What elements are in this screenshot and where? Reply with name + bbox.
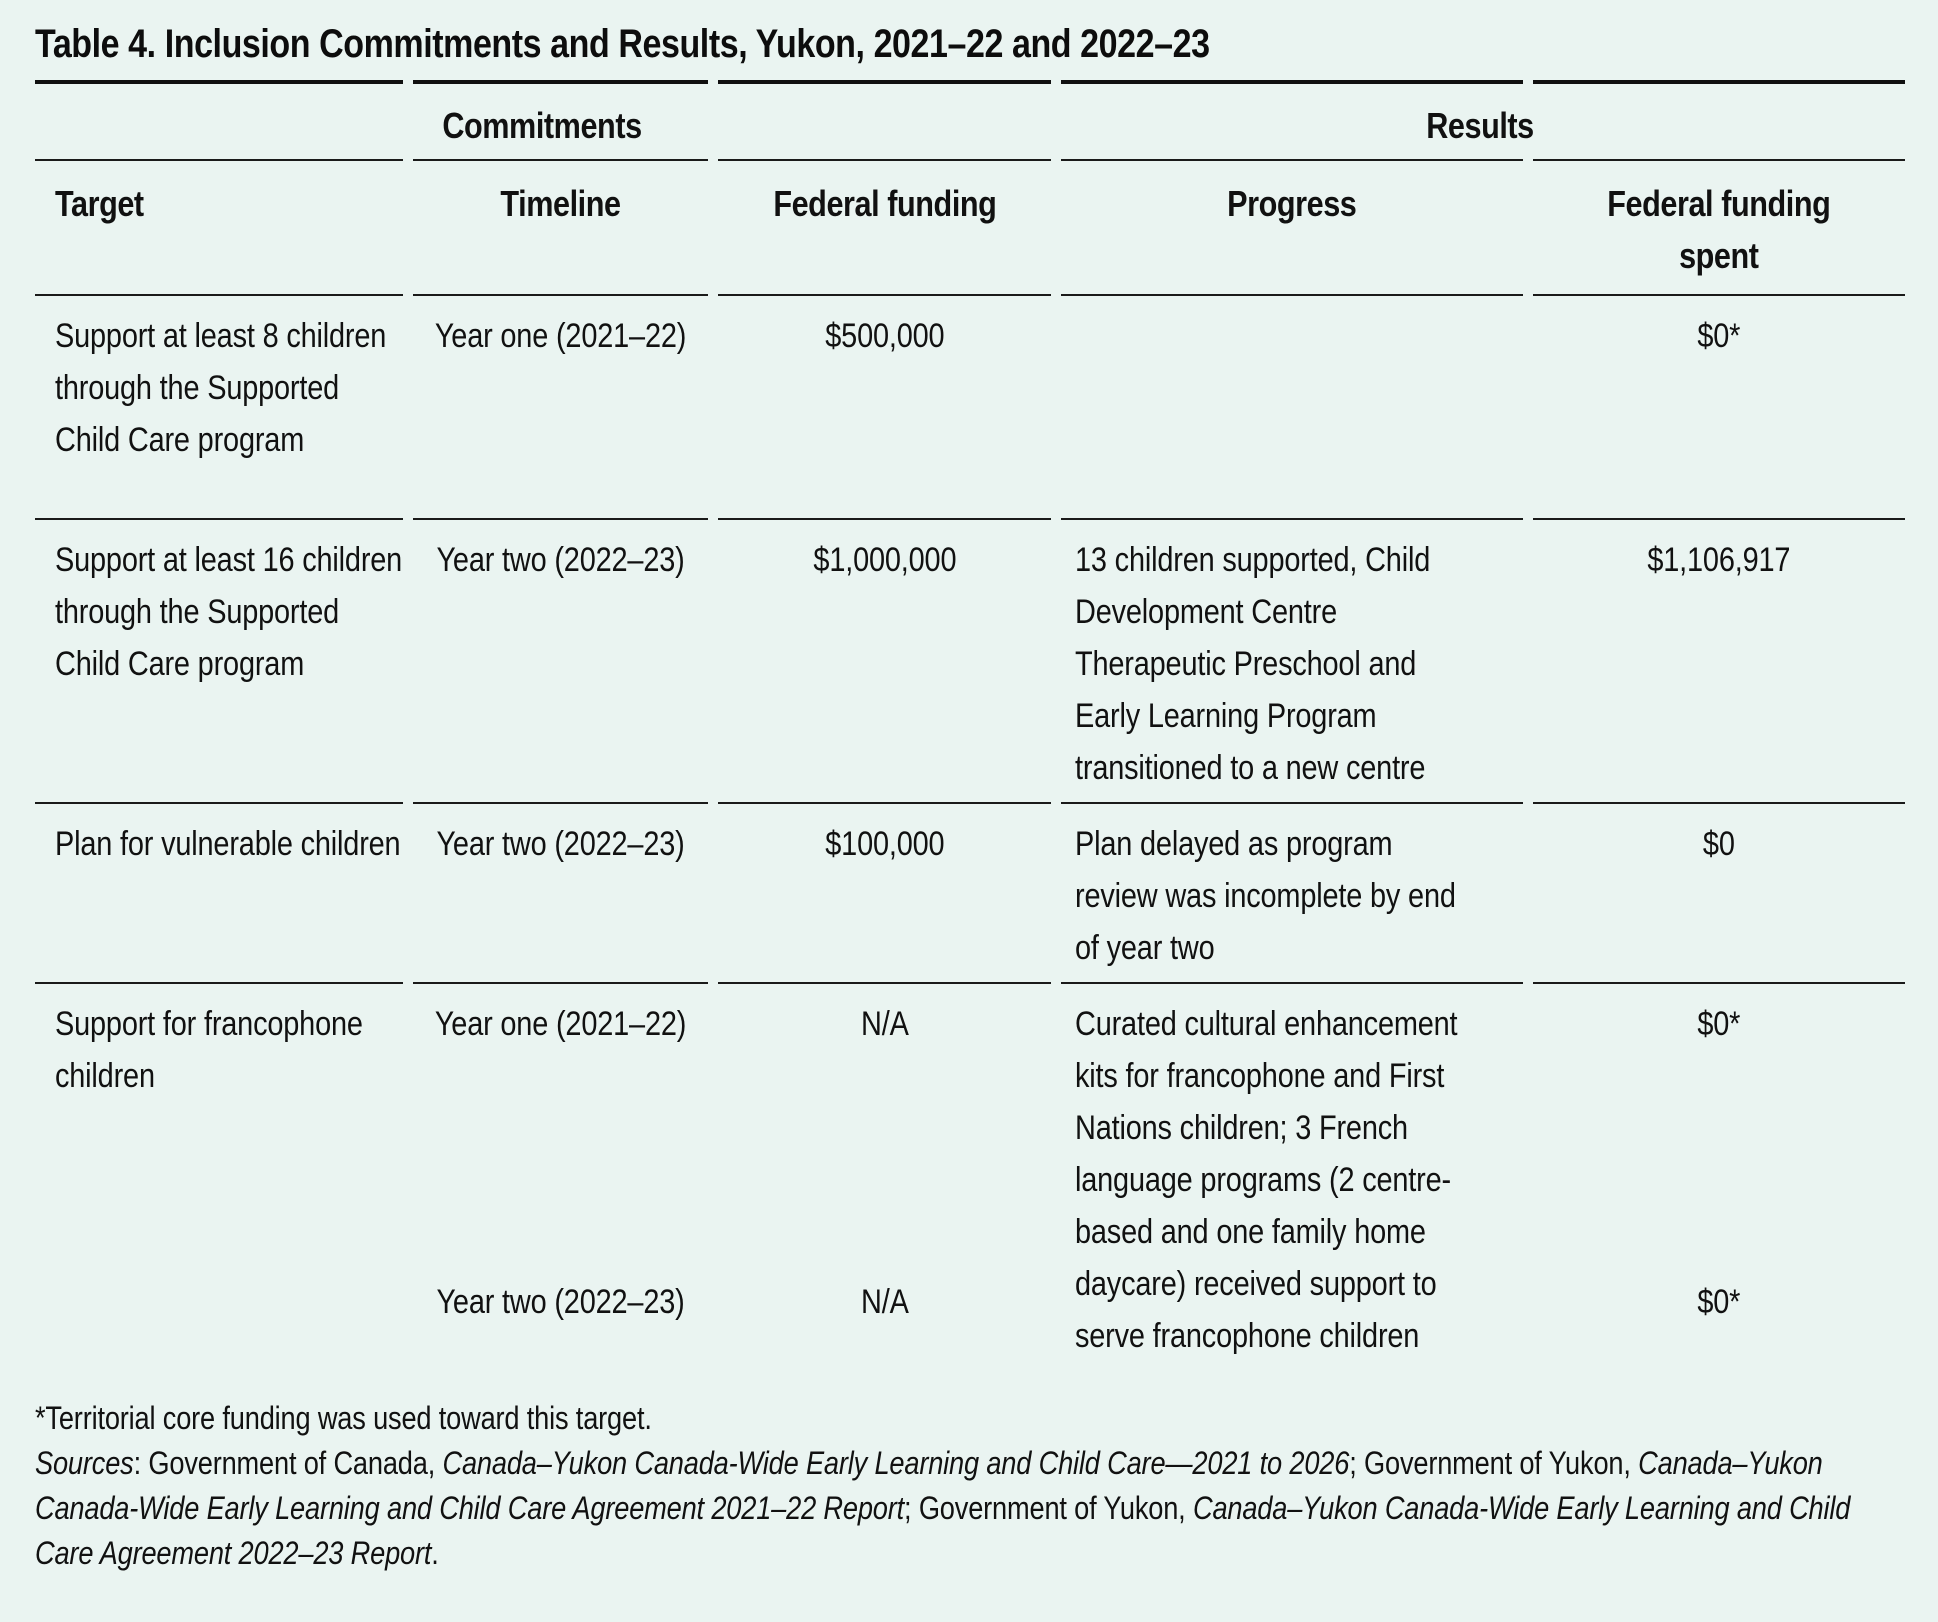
timeline-text: Year two (2022–23): [436, 541, 685, 579]
row2-progress-cell: 13 children supported, Child Development…: [1061, 520, 1523, 804]
target-text: Support at least 16 children through the…: [55, 541, 403, 683]
target-text: Plan for vulnerable children: [55, 825, 401, 863]
column-header-label: Federal funding spent: [1533, 178, 1905, 282]
funding-text: $500,000: [824, 317, 945, 355]
source-text: : Government of Canada,: [133, 1445, 443, 1481]
group-header-row: [35, 80, 1905, 161]
column-header-timeline: Timeline: [413, 161, 708, 296]
column-header-target: Target: [35, 161, 403, 296]
table-title: Table 4. Inclusion Commitments and Resul…: [35, 22, 1210, 66]
row2-funding-spent-cell: $1,106,917: [1533, 520, 1905, 804]
column-header-label: Timeline: [500, 183, 621, 224]
inclusion-table: Commitments Results Target Timeline Fede: [35, 80, 1905, 1370]
column-header-label: Target: [55, 183, 144, 224]
row4-progress-cell: Curated cultural enhancement kits for fr…: [1061, 984, 1523, 1370]
table-row: Support at least 8 children through the …: [35, 296, 1905, 520]
source-title: Canada–Yukon Canada-Wide Early Learning …: [35, 1445, 1823, 1526]
column-header-row: Target Timeline Federal funding Progress…: [35, 161, 1905, 296]
row1-progress-cell: [1061, 296, 1523, 520]
progress-text: Plan delayed as program review was incom…: [1075, 825, 1456, 967]
source-title: Canada–Yukon Canada-Wide Early Learning …: [442, 1445, 1350, 1481]
row1-federal-funding-cell: $500,000: [718, 296, 1051, 520]
row1-timeline-cell: Year one (2021–22): [413, 296, 708, 520]
source-title: Sources: [35, 1445, 134, 1481]
timeline-year-one-text: Year one (2021–22): [434, 1005, 687, 1043]
funding-dual: N/A N/A: [718, 998, 1051, 1328]
funding-year-two-text: N/A: [860, 1283, 909, 1321]
row1-target-cell: Support at least 8 children through the …: [35, 296, 403, 520]
sources-line: Sources: Government of Canada, Canada–Yu…: [35, 1441, 1905, 1576]
funding-spent-year-one-text: $0*: [1697, 1005, 1741, 1043]
row3-target-cell: Plan for vulnerable children: [35, 804, 403, 984]
column-header-progress: Progress: [1061, 161, 1523, 296]
table-footer: *Territorial core funding was used towar…: [35, 1396, 1905, 1576]
timeline-text: Year one (2021–22): [434, 317, 687, 355]
row1-funding-spent-cell: $0*: [1533, 296, 1905, 520]
table-row: Support at least 16 children through the…: [35, 520, 1905, 804]
target-text: Support for francophone children: [55, 1005, 363, 1095]
source-text: .: [431, 1535, 439, 1571]
group-header-commitments: Commitments: [442, 105, 642, 146]
timeline-year-two-text: Year two (2022–23): [436, 1283, 685, 1321]
source-title: Canada–Yukon Canada-Wide Early Learning …: [35, 1490, 1851, 1571]
group-header-results: Results: [1426, 105, 1534, 146]
column-header-label: Progress: [1227, 183, 1357, 224]
funding-spent-text: $0*: [1697, 317, 1741, 355]
funding-text: $1,000,000: [813, 541, 956, 579]
row3-timeline-cell: Year two (2022–23): [413, 804, 708, 984]
group-rule-cell: [718, 80, 1051, 161]
source-text: ; Government of Yukon,: [904, 1490, 1193, 1526]
timeline-text: Year two (2022–23): [436, 825, 685, 863]
row3-federal-funding-cell: $100,000: [718, 804, 1051, 984]
data-table: Target Timeline Federal funding Progress…: [25, 80, 1915, 1370]
funding-text: $100,000: [824, 825, 945, 863]
progress-text: 13 children supported, Child Development…: [1075, 541, 1431, 787]
group-rule-cell: [1533, 80, 1905, 161]
funding-spent-text: $1,106,917: [1647, 541, 1791, 579]
row3-funding-spent-cell: $0: [1533, 804, 1905, 984]
group-rule-cell: [35, 80, 403, 161]
funding-spent-dual: $0* $0*: [1533, 998, 1905, 1328]
row2-timeline-cell: Year two (2022–23): [413, 520, 708, 804]
table-row: Plan for vulnerable children Year two (2…: [35, 804, 1905, 984]
source-text: ; Government of Yukon,: [1349, 1445, 1639, 1481]
timeline-dual: Year one (2021–22) Year two (2022–23): [413, 998, 708, 1328]
row3-progress-cell: Plan delayed as program review was incom…: [1061, 804, 1523, 984]
group-rule-cell: [413, 80, 708, 161]
table-row: Support for francophone children Year on…: [35, 984, 1905, 1370]
column-header-text: Federal funding spent: [1607, 183, 1831, 276]
column-header-label: Federal funding: [772, 183, 997, 224]
row2-federal-funding-cell: $1,000,000: [718, 520, 1051, 804]
row4-target-cell: Support for francophone children: [35, 984, 403, 1370]
column-header-federal-funding: Federal funding: [718, 161, 1051, 296]
funding-spent-year-two-text: $0*: [1697, 1283, 1741, 1321]
row2-target-cell: Support at least 16 children through the…: [35, 520, 403, 804]
group-rule-cell: [1061, 80, 1523, 161]
row4-federal-funding-cell: N/A N/A: [718, 984, 1051, 1370]
row4-funding-spent-cell: $0* $0*: [1533, 984, 1905, 1370]
funding-spent-text: $0: [1703, 825, 1735, 863]
progress-text: Curated cultural enhancement kits for fr…: [1075, 1005, 1458, 1355]
row4-timeline-cell: Year one (2021–22) Year two (2022–23): [413, 984, 708, 1370]
document-page: Table 4. Inclusion Commitments and Resul…: [0, 20, 1938, 1622]
column-header-funding-spent: Federal funding spent: [1533, 161, 1905, 296]
footnote: *Territorial core funding was used towar…: [35, 1400, 652, 1436]
funding-year-one-text: N/A: [860, 1005, 909, 1043]
target-text: Support at least 8 children through the …: [55, 317, 387, 459]
